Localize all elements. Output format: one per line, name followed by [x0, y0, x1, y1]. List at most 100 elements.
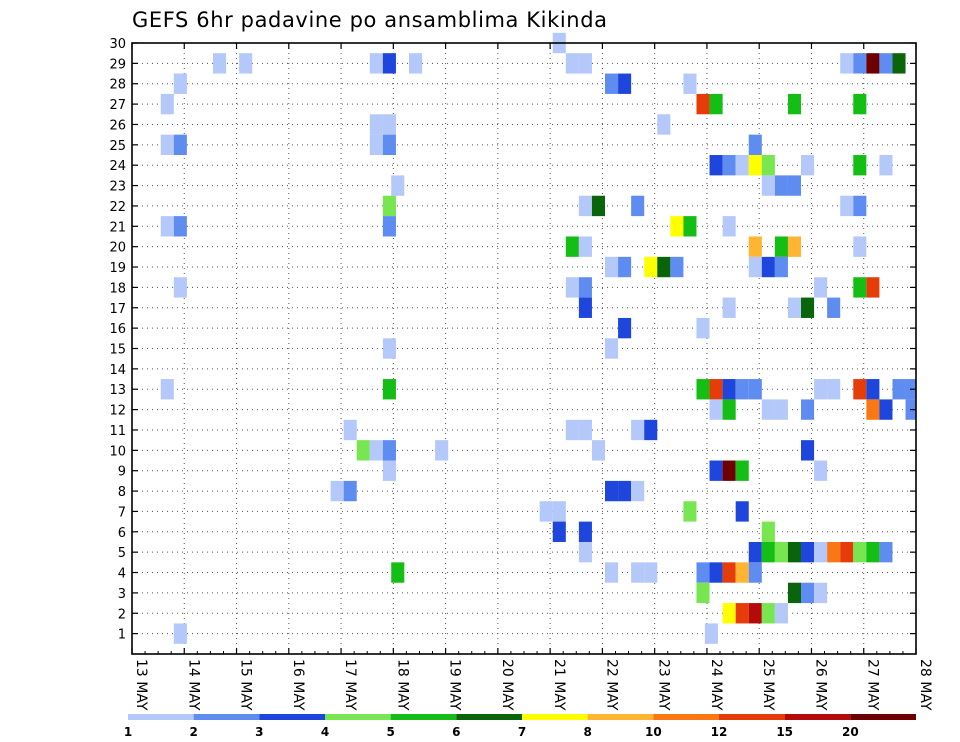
heatmap-cell: [735, 460, 749, 481]
heatmap-cell: [391, 562, 405, 583]
heatmap-cell: [644, 419, 658, 441]
heatmap-cell: [696, 562, 710, 583]
heatmap-cell: [657, 114, 671, 135]
colorbar-label: 7: [518, 725, 526, 739]
heatmap-cell: [683, 216, 697, 237]
y-tick-label: 21: [109, 220, 126, 235]
y-tick-label: 4: [118, 567, 126, 582]
heatmap-cell: [735, 562, 749, 583]
heatmap-cell: [565, 277, 579, 298]
colorbar-label: 6: [452, 725, 460, 739]
heatmap-cell: [382, 440, 396, 461]
colorbar-swatch: [456, 714, 522, 720]
colorbar-swatch: [325, 714, 391, 720]
heatmap-cell: [173, 134, 187, 156]
heatmap-cell: [578, 53, 592, 74]
heatmap-cell: [748, 256, 762, 278]
heatmap-cell: [343, 480, 357, 502]
heatmap-cell: [356, 440, 370, 461]
y-tick-label: 22: [109, 200, 126, 215]
heatmap-cell: [866, 541, 880, 563]
x-tick-label: 22 MAY: [603, 659, 619, 711]
heatmap-cell: [552, 521, 566, 542]
x-tick-label: 20 MAY: [499, 659, 515, 711]
heatmap-cell: [748, 134, 762, 156]
heatmap-cell: [761, 521, 775, 542]
colorbar-swatch: [522, 714, 588, 720]
heatmap-cell: [382, 216, 396, 237]
heatmap-cell: [578, 419, 592, 441]
heatmap-cell: [879, 541, 893, 563]
heatmap-cell: [748, 236, 762, 257]
colorbar: 1 2 3 4 5 6 7 8 10 12 15 20: [124, 714, 916, 739]
y-tick-label: 10: [109, 444, 126, 459]
x-tick-label: 23 MAY: [656, 659, 672, 711]
heatmap-cell: [735, 603, 749, 624]
chart-title: GEFS 6hr padavine po ansamblima Kikinda: [132, 8, 608, 32]
heatmap-cell: [696, 93, 710, 115]
heatmap-cell: [722, 155, 736, 176]
heatmap-cell: [761, 399, 775, 420]
x-tick-label: 14 MAY: [185, 659, 201, 711]
heatmap-cell: [827, 297, 841, 318]
heatmap-cell: [605, 562, 619, 583]
heatmap-cell: [709, 379, 723, 400]
heatmap-cell: [866, 399, 880, 420]
heatmap-cell: [591, 195, 606, 217]
y-tick-label: 15: [109, 343, 126, 358]
heatmap-cell: [853, 195, 867, 217]
y-tick-label: 23: [109, 180, 126, 195]
heatmap-cell: [160, 379, 174, 400]
heatmap-cell: [748, 155, 762, 176]
heatmap-cell: [827, 541, 841, 563]
heatmap-cell: [382, 338, 396, 359]
heatmap-cell: [369, 53, 383, 74]
heatmap-cell: [735, 501, 749, 522]
x-tick-label: 17 MAY: [342, 659, 358, 711]
heatmap-cell: [748, 603, 762, 624]
heatmap-cell: [552, 501, 566, 522]
heatmap-cell: [330, 480, 344, 502]
y-tick-label: 19: [109, 261, 126, 276]
heatmap-cell: [722, 460, 736, 481]
y-tick-label: 20: [109, 241, 126, 256]
heatmap-cell: [213, 53, 227, 74]
heatmap-cell: [722, 562, 736, 583]
heatmap-cell: [774, 541, 788, 563]
colorbar-label: 8: [583, 725, 591, 739]
heatmap-cell: [814, 582, 828, 604]
heatmap-cell: [801, 297, 815, 318]
heatmap-cell: [631, 195, 645, 217]
heatmap-cell: [173, 277, 187, 298]
heatmap-cell: [787, 541, 802, 563]
heatmap-cell: [853, 236, 867, 257]
heatmap-cell: [787, 175, 802, 196]
x-tick-label: 19 MAY: [447, 659, 463, 711]
heatmap-cell: [173, 216, 187, 237]
heatmap-cell: [670, 256, 684, 278]
y-tick-label: 18: [109, 281, 126, 296]
y-tick-label: 7: [118, 505, 126, 520]
heatmap-cell: [578, 236, 592, 257]
heatmap-cell: [761, 155, 775, 176]
heatmap-cell: [173, 73, 187, 94]
heatmap-cell: [369, 134, 383, 156]
heatmap-cell: [160, 134, 174, 156]
heatmap-cell: [801, 399, 815, 420]
heatmap-cell: [369, 114, 383, 135]
colorbar-swatch: [390, 714, 457, 720]
heatmap-cell: [827, 379, 841, 400]
heatmap-cell: [722, 603, 736, 624]
x-tick-label: 21 MAY: [551, 659, 567, 711]
heatmap-cell: [787, 236, 802, 257]
heatmap-cell: [761, 256, 775, 278]
heatmap-cell: [618, 256, 632, 278]
heatmap-cell: [382, 379, 396, 400]
heatmap-cell: [618, 317, 632, 339]
y-tick-label: 8: [118, 485, 126, 500]
y-tick-label: 9: [118, 465, 126, 480]
colorbar-swatch: [784, 714, 851, 720]
y-tick-label: 5: [118, 546, 126, 561]
heatmap-cell: [605, 73, 619, 94]
heatmap-cell: [814, 277, 828, 298]
